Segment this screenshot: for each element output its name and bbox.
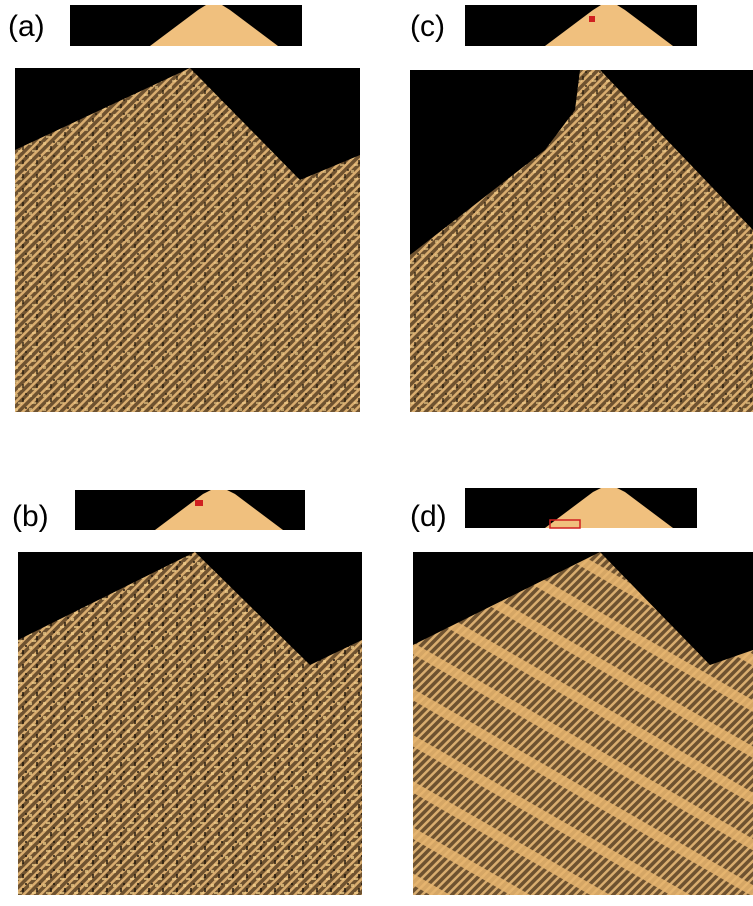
automaton-image — [15, 68, 360, 412]
rule-strip — [75, 490, 305, 530]
panel-label: (d) — [410, 500, 447, 533]
rule-strip — [465, 5, 697, 46]
panel-label: (b) — [12, 500, 49, 533]
automaton-image — [18, 552, 362, 895]
page: (a) (c) (b) (d) — [0, 0, 753, 901]
panel-label: (c) — [410, 10, 445, 43]
rule-strip — [70, 5, 302, 46]
figure: (a) (c) (b) (d) — [0, 0, 753, 901]
automaton-image — [410, 70, 753, 412]
automaton-image — [413, 552, 753, 895]
rule-strip — [465, 488, 697, 528]
panel-label: (a) — [8, 10, 45, 43]
